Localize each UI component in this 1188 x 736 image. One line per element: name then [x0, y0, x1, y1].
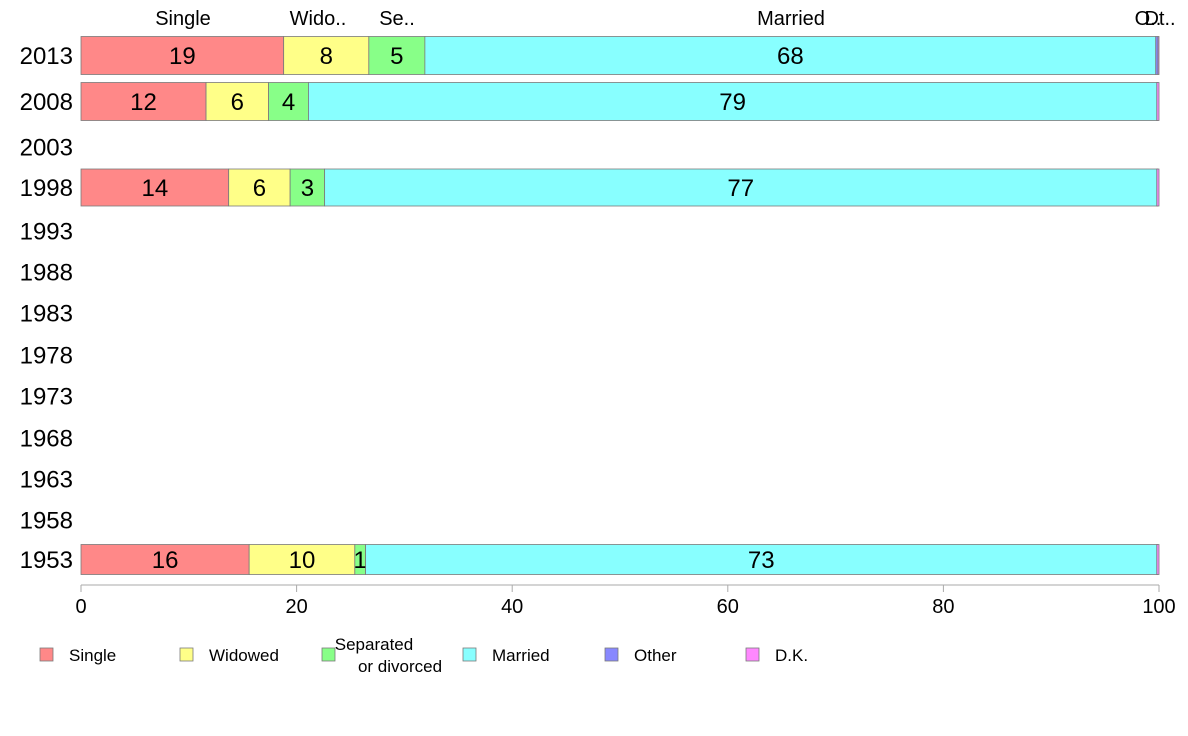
bar-segment [80, 82, 207, 121]
legend-item: Separated or divorced [321, 635, 442, 676]
legend-swatch [321, 647, 336, 662]
x-tick-label: 60 [717, 596, 739, 618]
legend-item: Other [604, 646, 677, 665]
bar-segment [1156, 82, 1160, 121]
y-tick-label: 1978 [20, 343, 73, 370]
y-tick-label: 1958 [20, 508, 73, 535]
bar-segment [248, 544, 356, 575]
x-tick-label: 80 [932, 596, 954, 618]
bar-segment-label: 6 [253, 175, 266, 202]
legend-label: Other [634, 646, 677, 665]
legend-swatch [604, 647, 619, 662]
top-label: Wido.. [290, 8, 347, 30]
y-tick-label: 1973 [20, 384, 73, 411]
legend: Single Widowed Separated or divorced Married… [39, 635, 808, 676]
bar-segment-label: 77 [727, 175, 754, 202]
y-tick-label: 2013 [20, 43, 73, 70]
bar-segment [1157, 36, 1160, 75]
top-label: Single [155, 8, 211, 30]
x-tick-label: 0 [75, 596, 86, 618]
bar-segment [80, 168, 230, 207]
bar-segment-label: 16 [152, 547, 179, 574]
bar-segment-label: 1 [354, 547, 367, 574]
bar-segment-label: 3 [301, 175, 314, 202]
legend-label: Single [69, 646, 116, 665]
bar-segment [268, 82, 309, 121]
bar-segment [205, 82, 269, 121]
y-tick-label: 1993 [20, 219, 73, 246]
legend-label: Widowed [209, 646, 279, 665]
bar-segment-label: 68 [777, 43, 804, 70]
legend-label: or divorced [358, 657, 442, 676]
y-tick-label: 2008 [20, 89, 73, 116]
top-label: O.. [1135, 8, 1162, 30]
legend-item: Married [462, 646, 550, 665]
bars-area: 19 8 5 68 12 6 4 79 14 6 3 77 16 10 1 73 [80, 36, 1160, 575]
y-axis: 2013 2008 2003 1998 1993 1988 1983 1978 1973 1968… [20, 43, 73, 574]
x-tick-label: 40 [501, 596, 523, 618]
legend-item: Single [39, 646, 116, 665]
bar-segment-label: 12 [130, 89, 157, 116]
legend-label: Married [492, 646, 550, 665]
bar-segment [289, 168, 326, 207]
top-label: Dt.. [1144, 8, 1175, 30]
legend-item: D.K. [745, 646, 808, 665]
x-tick-label: 100 [1142, 596, 1175, 618]
y-tick-label: 1968 [20, 426, 73, 453]
bar-segment [80, 544, 250, 575]
y-tick-label: 1988 [20, 260, 73, 287]
bar-segment-label: 4 [282, 89, 295, 116]
bar-segment-label: 79 [719, 89, 746, 116]
legend-label: D.K. [775, 646, 808, 665]
y-tick-label: 2003 [20, 135, 73, 162]
bar-segment-label: 8 [320, 43, 333, 70]
top-label: Married [757, 8, 825, 30]
legend-swatch [39, 647, 54, 662]
bar-segment-label: 6 [231, 89, 244, 116]
legend-swatch [179, 647, 194, 662]
y-tick-label: 1998 [20, 175, 73, 202]
bar-segment-label: 19 [169, 43, 196, 70]
bar-segment-label: 73 [748, 547, 775, 574]
bar-segment [1156, 168, 1160, 207]
legend-swatch [462, 647, 477, 662]
x-tick-label: 20 [285, 596, 307, 618]
y-tick-label: 1983 [20, 301, 73, 328]
top-label: Se.. [379, 8, 415, 30]
segment-column-labels: Single Wido.. Se.. Married O..Dt.. [155, 8, 1175, 30]
legend-item: Widowed [179, 646, 279, 665]
bar-segment [308, 82, 1158, 121]
bar-segment [283, 36, 370, 75]
bar-segment-label: 5 [390, 43, 403, 70]
y-tick-label: 1953 [20, 547, 73, 574]
legend-swatch [745, 647, 760, 662]
bar-segment-label: 10 [289, 547, 316, 574]
legend-label: Separated [335, 635, 413, 654]
bar-segment-label: 14 [141, 175, 168, 202]
y-tick-label: 1963 [20, 467, 73, 494]
bar-segment [1156, 544, 1160, 575]
x-axis: 0 20 40 60 80 100 [75, 584, 1176, 618]
